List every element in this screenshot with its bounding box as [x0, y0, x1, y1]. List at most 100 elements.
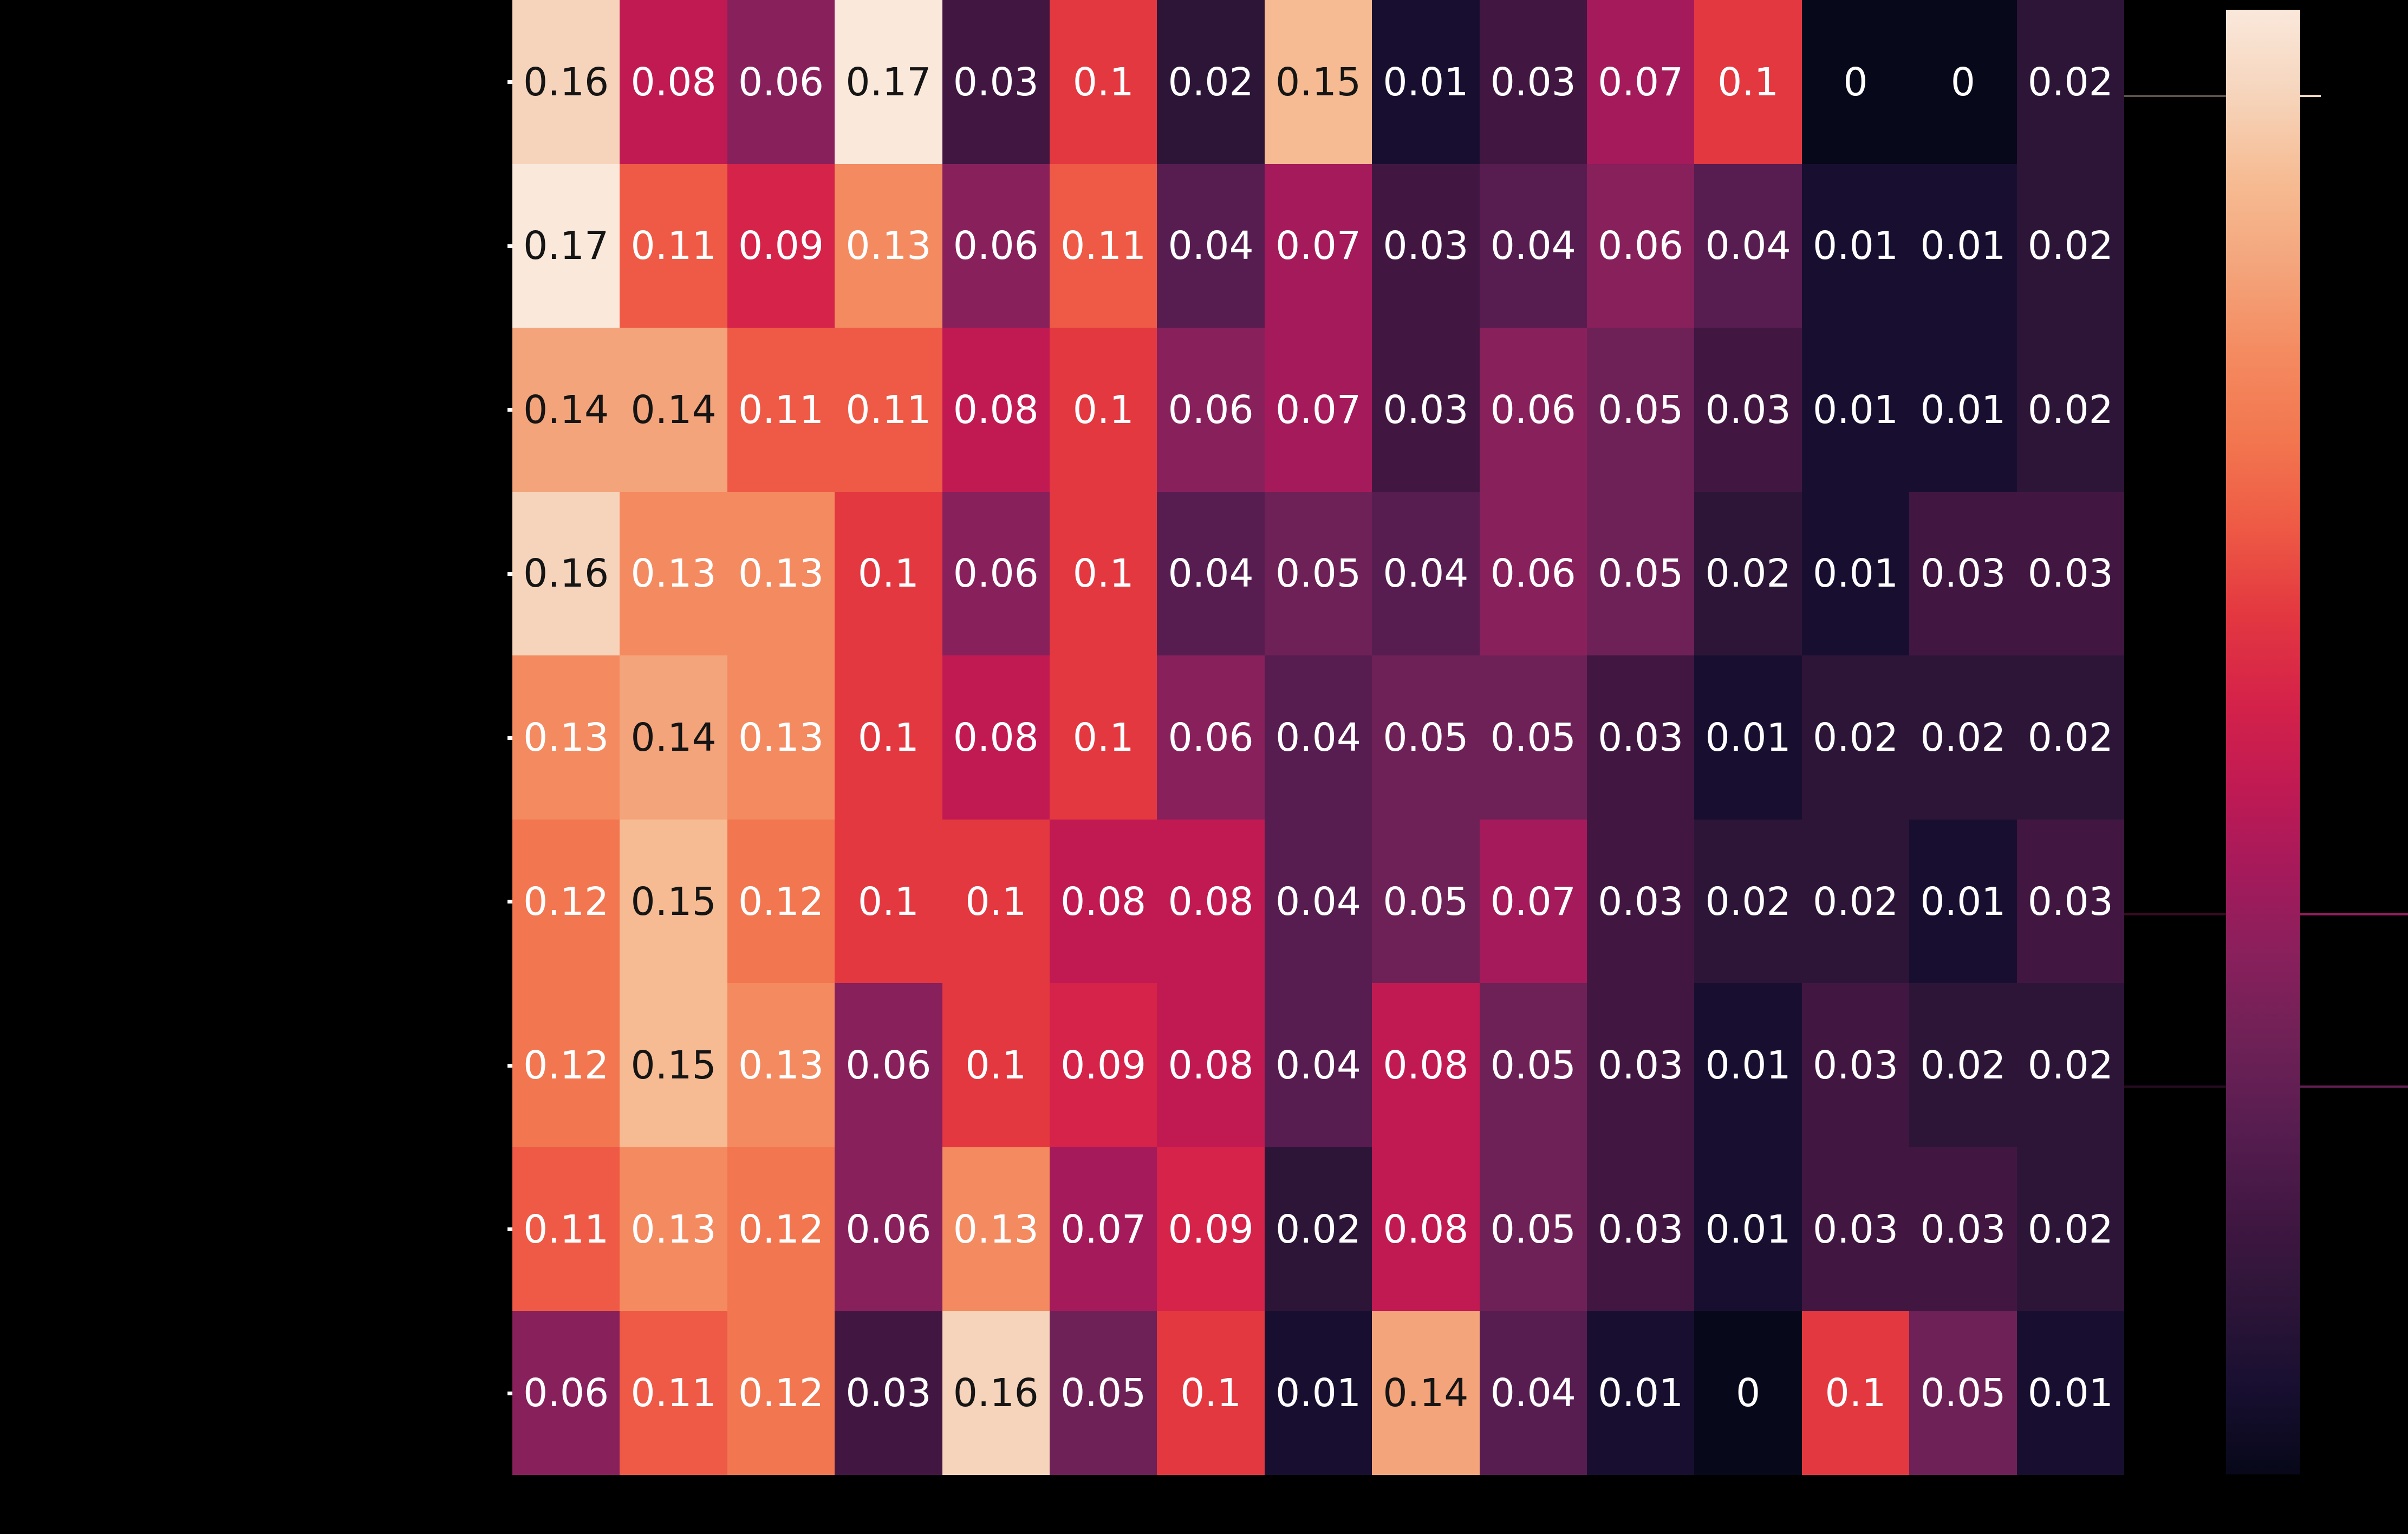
cell-value-label: 0.08 — [1168, 1043, 1254, 1088]
heatmap-cell-r7-c5: 0.1 — [942, 983, 1050, 1147]
heatmap-cell-r9-c11: 0.01 — [1586, 1311, 1695, 1475]
cell-value-label: 0.03 — [1920, 551, 2006, 596]
heatmap-cell-r3-c13: 0.01 — [1801, 328, 1910, 492]
heatmap-cell-r3-c15: 0.02 — [2016, 328, 2124, 492]
heatmap-cell-r3-c3: 0.11 — [727, 328, 835, 492]
heatmap-cell-r1-c4: 0.17 — [835, 0, 942, 164]
cell-value-label: 0.08 — [1060, 879, 1147, 924]
cell-value-label: 0.1 — [965, 879, 1027, 924]
heatmap-cell-r1-c9: 0.01 — [1372, 0, 1480, 164]
heatmap-cell-r2-c12: 0.04 — [1694, 164, 1802, 328]
cell-value-label: 0.01 — [1920, 387, 2006, 432]
heatmap-cell-r7-c1: 0.12 — [512, 983, 620, 1147]
cell-value-label: 0.1 — [1072, 59, 1134, 105]
heatmap-cell-r1-c10: 0.03 — [1479, 0, 1587, 164]
heatmap-cell-r3-c10: 0.06 — [1479, 328, 1587, 492]
cell-value-label: 0.14 — [523, 387, 609, 432]
cell-value-label: 0.02 — [1920, 1043, 2006, 1088]
heatmap-cell-r8-c4: 0.06 — [835, 1147, 942, 1311]
cell-value-label: 0.11 — [738, 387, 824, 432]
cell-value-label: 0.02 — [1275, 1206, 1362, 1252]
heatmap-cell-r5-c2: 0.14 — [620, 655, 727, 820]
cell-value-label: 0.1 — [1072, 551, 1134, 596]
heatmap-cell-r8-c12: 0.01 — [1694, 1147, 1802, 1311]
cell-value-label: 0.04 — [1275, 714, 1362, 760]
cell-value-label: 0.11 — [845, 387, 932, 432]
heatmap-cell-r4-c1: 0.16 — [512, 491, 620, 656]
cell-value-label: 0.07 — [1490, 879, 1576, 924]
y-axis-tick-mark — [507, 571, 512, 576]
cell-value-label: 0.17 — [523, 223, 609, 269]
heatmap-cell-r2-c7: 0.04 — [1157, 164, 1265, 328]
heatmap-cell-r2-c1: 0.17 — [512, 164, 620, 328]
heatmap-cell-r2-c8: 0.07 — [1264, 164, 1372, 328]
cell-value-label: 0.01 — [1812, 223, 1899, 269]
heatmap-cell-r6-c15: 0.03 — [2016, 819, 2124, 984]
heatmap-cell-r8-c3: 0.12 — [727, 1147, 835, 1311]
cell-value-label: 0.07 — [1060, 1206, 1147, 1252]
cell-value-label: 0.04 — [1275, 1043, 1362, 1088]
heatmap-cell-r7-c4: 0.06 — [835, 983, 942, 1147]
y-axis-tick-mark — [507, 1227, 512, 1232]
cell-value-label: 0.01 — [1920, 879, 2006, 924]
heatmap-cell-r5-c9: 0.05 — [1372, 655, 1480, 820]
cell-value-label: 0.06 — [1168, 714, 1254, 760]
cell-value-label: 0.16 — [523, 551, 609, 596]
cell-value-label: 0.02 — [2027, 387, 2113, 432]
cell-value-label: 0.01 — [2027, 1370, 2113, 1416]
cell-value-label: 0.09 — [738, 223, 824, 269]
cell-value-label: 0.09 — [1060, 1043, 1147, 1088]
heatmap-cell-r3-c1: 0.14 — [512, 328, 620, 492]
heatmap-cell-r3-c2: 0.14 — [620, 328, 727, 492]
heatmap-cell-r9-c6: 0.05 — [1049, 1311, 1157, 1475]
heatmap-cell-r8-c6: 0.07 — [1049, 1147, 1157, 1311]
cell-value-label: 0.1 — [857, 551, 919, 596]
cell-value-label: 0.06 — [738, 59, 824, 105]
cell-value-label: 0.04 — [1168, 551, 1254, 596]
cell-value-label: 0.15 — [1275, 59, 1362, 105]
heatmap-cell-r8-c1: 0.11 — [512, 1147, 620, 1311]
heatmap-cell-r9-c13: 0.1 — [1801, 1311, 1910, 1475]
cell-value-label: 0.05 — [1598, 387, 1684, 432]
heatmap-cell-r7-c9: 0.08 — [1372, 983, 1480, 1147]
heatmap-cell-r7-c8: 0.04 — [1264, 983, 1372, 1147]
heatmap-cell-r9-c9: 0.14 — [1372, 1311, 1480, 1475]
y-axis-tick-mark — [507, 408, 512, 412]
cell-value-label: 0.11 — [523, 1206, 609, 1252]
cell-value-label: 0 — [1736, 1370, 1761, 1416]
cell-value-label: 0.02 — [2027, 1043, 2113, 1088]
cell-value-label: 0.03 — [1598, 714, 1684, 760]
cell-value-label: 0.02 — [1812, 879, 1899, 924]
heatmap-cell-r6-c6: 0.08 — [1049, 819, 1157, 984]
cell-value-label: 0.12 — [523, 1043, 609, 1088]
cell-value-label: 0.16 — [953, 1370, 1039, 1416]
cell-value-label: 0.13 — [630, 551, 717, 596]
heatmap-cell-r1-c6: 0.1 — [1049, 0, 1157, 164]
cell-value-label: 0.1 — [1717, 59, 1779, 105]
cell-value-label: 0.1 — [857, 879, 919, 924]
heatmap-cell-r7-c2: 0.15 — [620, 983, 727, 1147]
marker-line-right-segment — [2300, 913, 2408, 916]
heatmap-cell-r5-c15: 0.02 — [2016, 655, 2124, 820]
heatmap-cell-r6-c8: 0.04 — [1264, 819, 1372, 984]
cell-value-label: 0.05 — [1598, 551, 1684, 596]
cell-value-label: 0.01 — [1812, 551, 1899, 596]
heatmap-cell-r2-c14: 0.01 — [1909, 164, 2017, 328]
heatmap-cell-r8-c8: 0.02 — [1264, 1147, 1372, 1311]
cell-value-label: 0.08 — [953, 387, 1039, 432]
cell-value-label: 0.1 — [1072, 714, 1134, 760]
cell-value-label: 0.02 — [1168, 59, 1254, 105]
heatmap-cell-r8-c5: 0.13 — [942, 1147, 1050, 1311]
cell-value-label: 0.13 — [953, 1206, 1039, 1252]
heatmap-cell-r4-c8: 0.05 — [1264, 491, 1372, 656]
cell-value-label: 0.02 — [2027, 223, 2113, 269]
heatmap-cell-r6-c11: 0.03 — [1586, 819, 1695, 984]
heatmap-cell-r1-c13: 0 — [1801, 0, 1910, 164]
heatmap-cell-r5-c14: 0.02 — [1909, 655, 2017, 820]
cell-value-label: 0.07 — [1275, 223, 1362, 269]
heatmap-cell-r5-c8: 0.04 — [1264, 655, 1372, 820]
heatmap-cell-r4-c10: 0.06 — [1479, 491, 1587, 656]
cell-value-label: 0.15 — [630, 879, 717, 924]
cell-value-label: 0.05 — [1383, 879, 1469, 924]
heatmap-cell-r5-c7: 0.06 — [1157, 655, 1265, 820]
